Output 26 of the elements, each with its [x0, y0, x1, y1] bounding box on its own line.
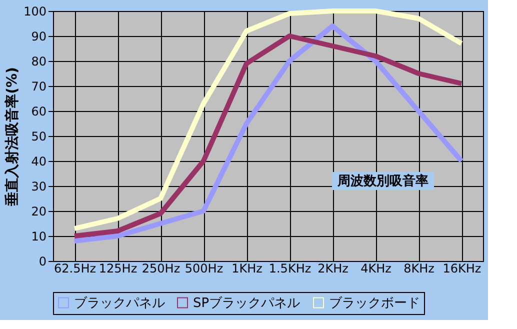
x-tick-label: 4KHz — [360, 262, 392, 276]
x-tick-label: 125Hz — [98, 262, 138, 276]
legend-label: ブラックボード — [329, 296, 420, 311]
y-axis-title: 垂直入射法吸音率(%) — [4, 67, 21, 207]
y-tick-label: 100 — [24, 4, 46, 18]
legend-label: ブラックパネル — [74, 296, 165, 311]
y-tick-label: 0 — [38, 254, 46, 268]
y-tick-label: 50 — [31, 130, 46, 144]
y-tick-label: 60 — [31, 104, 46, 118]
x-tick-label: 62.5Hz — [54, 262, 96, 276]
x-tick-label: 1KHz — [232, 262, 262, 276]
x-tick-label: 8KHz — [404, 262, 434, 276]
x-tick-label: 16KHz — [442, 262, 482, 276]
y-tick-label: 80 — [31, 54, 46, 68]
x-tick-label: 250Hz — [142, 262, 180, 276]
y-tick-label: 30 — [31, 180, 46, 194]
x-tick-label: 2KHz — [318, 262, 348, 276]
y-tick-label: 70 — [31, 80, 46, 94]
y-tick-label: 20 — [31, 204, 46, 218]
y-tick-label: 10 — [31, 230, 46, 244]
x-tick-label: 1.5KHz — [268, 262, 312, 276]
y-tick-label: 40 — [31, 154, 46, 168]
annotation: 周波数別吸音率 — [336, 173, 428, 189]
y-tick-label: 90 — [31, 30, 46, 44]
x-tick-label: 500Hz — [184, 262, 224, 276]
legend-label: SPブラックパネル — [193, 296, 300, 311]
